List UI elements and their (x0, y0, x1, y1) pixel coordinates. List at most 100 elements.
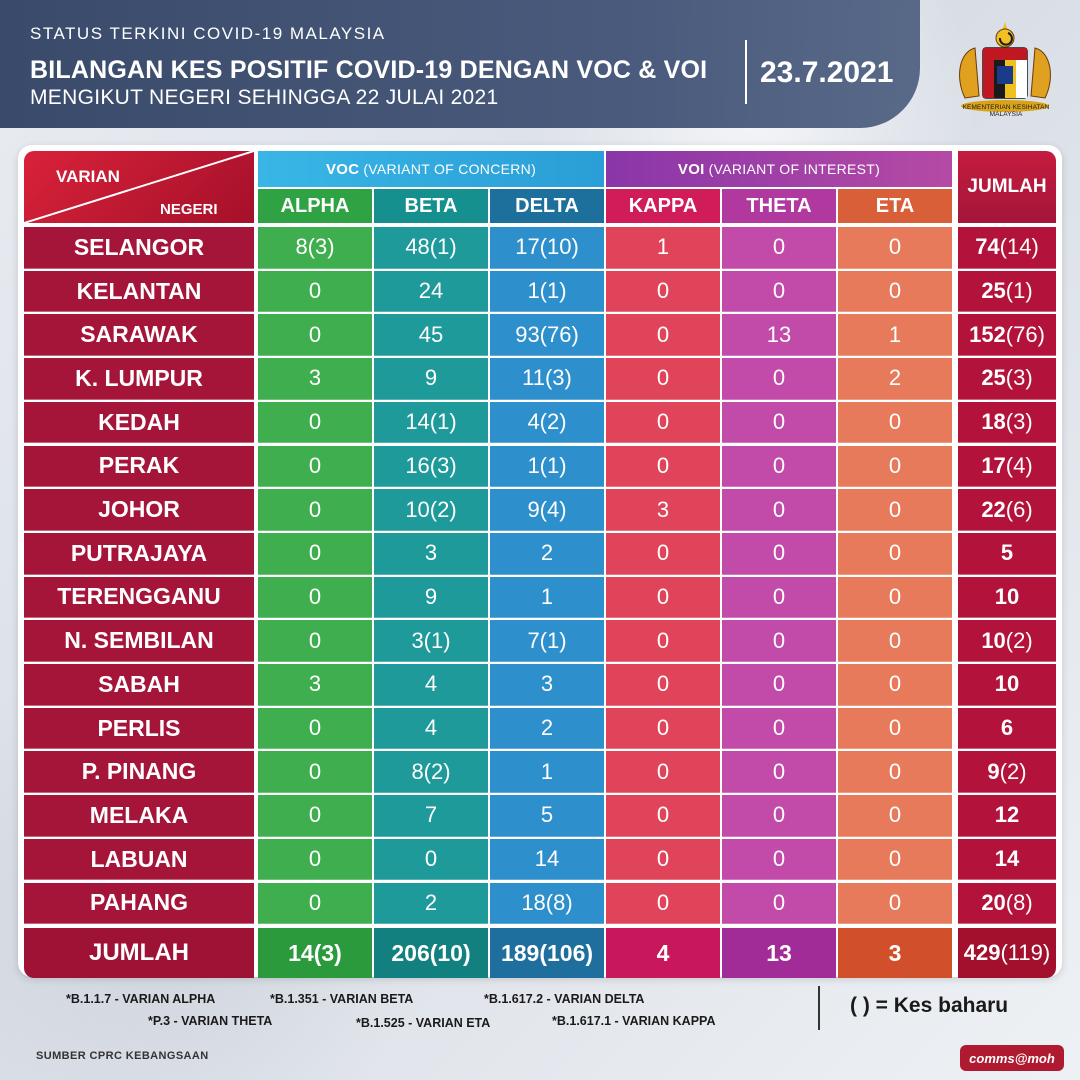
total-delta: 189(106) (490, 928, 604, 979)
cell-eta: 0 (838, 401, 952, 444)
row-total: 25 (3) (958, 358, 1056, 400)
column-header-eta: ETA (838, 189, 952, 223)
cell-beta: 3 (374, 532, 488, 575)
grand-total-new: (119) (1000, 940, 1051, 966)
row-total-new: (6) (1005, 496, 1033, 522)
cell-alpha: 0 (258, 620, 372, 662)
state-label: PERLIS (24, 707, 254, 750)
row-total-main: 20 (981, 889, 1006, 915)
cell-delta: 18(8) (490, 882, 604, 925)
state-label: TERENGGANU (24, 576, 254, 619)
row-total-main: 14 (994, 846, 1020, 872)
state-label: MELAKA (24, 795, 254, 837)
row-total: 22 (6) (958, 489, 1056, 531)
variant-notes: *B.1.1.7 - VARIAN ALPHA *B.1.351 - VARIA… (18, 982, 808, 1038)
row-total-main: 9 (987, 758, 1000, 784)
cell-alpha: 0 (258, 445, 372, 488)
page-subtitle: MENGIKUT NEGERI SEHINGGA 22 JULAI 2021 (30, 86, 499, 109)
cell-alpha: 0 (258, 401, 372, 444)
row-total: 10 (958, 576, 1056, 619)
row-total-new: (2) (999, 758, 1027, 784)
cell-eta: 0 (838, 489, 952, 531)
note-kappa: *B.1.617.1 - VARIAN KAPPA (552, 1014, 716, 1028)
report-date: 23.7.2021 (760, 56, 894, 89)
cell-delta: 1 (490, 576, 604, 619)
cell-theta: 0 (722, 270, 836, 313)
cell-delta: 14 (490, 838, 604, 881)
voc-abbr: VOC (325, 160, 360, 178)
cell-delta: 1(1) (490, 445, 604, 488)
row-total-main: 6 (1000, 715, 1014, 741)
row-total-main: 10 (994, 583, 1020, 609)
cell-kappa: 0 (606, 576, 720, 619)
state-label: N. SEMBILAN (24, 620, 254, 662)
legend-new-cases: ( ) = Kes baharu (850, 994, 1009, 1017)
cell-alpha: 3 (258, 358, 372, 400)
voc-group-header: VOC (VARIANT OF CONCERN) (258, 151, 604, 187)
cell-delta: 4(2) (490, 401, 604, 444)
cell-delta: 2 (490, 707, 604, 750)
row-total: 14 (958, 838, 1056, 881)
column-header-alpha: ALPHA (258, 189, 372, 223)
cell-alpha: 0 (258, 751, 372, 794)
state-label: P. PINANG (24, 751, 254, 794)
note-beta: *B.1.351 - VARIAN BETA (270, 992, 414, 1006)
corner-diagonal-icon (24, 151, 254, 223)
cell-alpha: 0 (258, 795, 372, 837)
grand-total-main: 429 (963, 940, 1001, 966)
cell-alpha: 0 (258, 489, 372, 531)
cell-theta: 0 (722, 838, 836, 881)
voi-full: (VARIANT OF INTEREST) (708, 161, 881, 177)
cell-eta: 0 (838, 445, 952, 488)
column-header-delta: DELTA (490, 189, 604, 223)
cell-alpha: 0 (258, 314, 372, 357)
voc-full: (VARIANT OF CONCERN) (363, 161, 537, 177)
row-total-main: 18 (981, 409, 1006, 435)
state-label: K. LUMPUR (24, 358, 254, 400)
cell-kappa: 0 (606, 707, 720, 750)
row-total: 152 (76) (958, 314, 1056, 357)
note-theta: *P.3 - VARIAN THETA (148, 1014, 273, 1028)
column-header-theta: THETA (722, 189, 836, 223)
cell-kappa: 0 (606, 314, 720, 357)
row-total-new: (4) (1005, 452, 1033, 478)
cell-delta: 3 (490, 664, 604, 706)
cell-alpha: 8(3) (258, 227, 372, 269)
row-total-main: 10 (994, 671, 1020, 697)
cell-delta: 11(3) (490, 358, 604, 400)
row-total-main: 5 (1000, 540, 1014, 566)
column-header-beta: BETA (374, 189, 488, 223)
ministry-caption: KEMENTERIAN KESIHATAN MALAYSIA (962, 104, 1050, 118)
cell-theta: 0 (722, 532, 836, 575)
cell-theta: 0 (722, 620, 836, 662)
row-total-main: 74 (975, 234, 1000, 260)
cell-theta: 0 (722, 489, 836, 531)
cell-delta: 1(1) (490, 270, 604, 313)
cell-theta: 0 (722, 707, 836, 750)
cell-theta: 0 (722, 576, 836, 619)
cell-delta: 7(1) (490, 620, 604, 662)
cell-alpha: 0 (258, 707, 372, 750)
source-label: SUMBER CPRC KEBANGSAAN (36, 1050, 209, 1062)
row-total-new: (1) (1005, 278, 1033, 304)
cell-kappa: 0 (606, 664, 720, 706)
total-column-header: JUMLAH (958, 151, 1056, 223)
cell-alpha: 3 (258, 664, 372, 706)
row-total-new: (3) (1005, 409, 1033, 435)
header-divider (745, 40, 747, 104)
note-delta: *B.1.617.2 - VARIAN DELTA (484, 992, 645, 1006)
row-total-new: (14) (999, 234, 1039, 260)
cell-alpha: 0 (258, 270, 372, 313)
cell-theta: 0 (722, 664, 836, 706)
cell-kappa: 0 (606, 620, 720, 662)
cell-eta: 0 (838, 227, 952, 269)
cell-eta: 0 (838, 795, 952, 837)
cell-delta: 17(10) (490, 227, 604, 269)
row-total-new: (76) (1005, 321, 1045, 347)
row-total-main: 12 (994, 802, 1020, 828)
cell-theta: 0 (722, 445, 836, 488)
cell-kappa: 0 (606, 270, 720, 313)
cell-eta: 0 (838, 576, 952, 619)
cell-beta: 3(1) (374, 620, 488, 662)
row-total: 20 (8) (958, 882, 1056, 925)
